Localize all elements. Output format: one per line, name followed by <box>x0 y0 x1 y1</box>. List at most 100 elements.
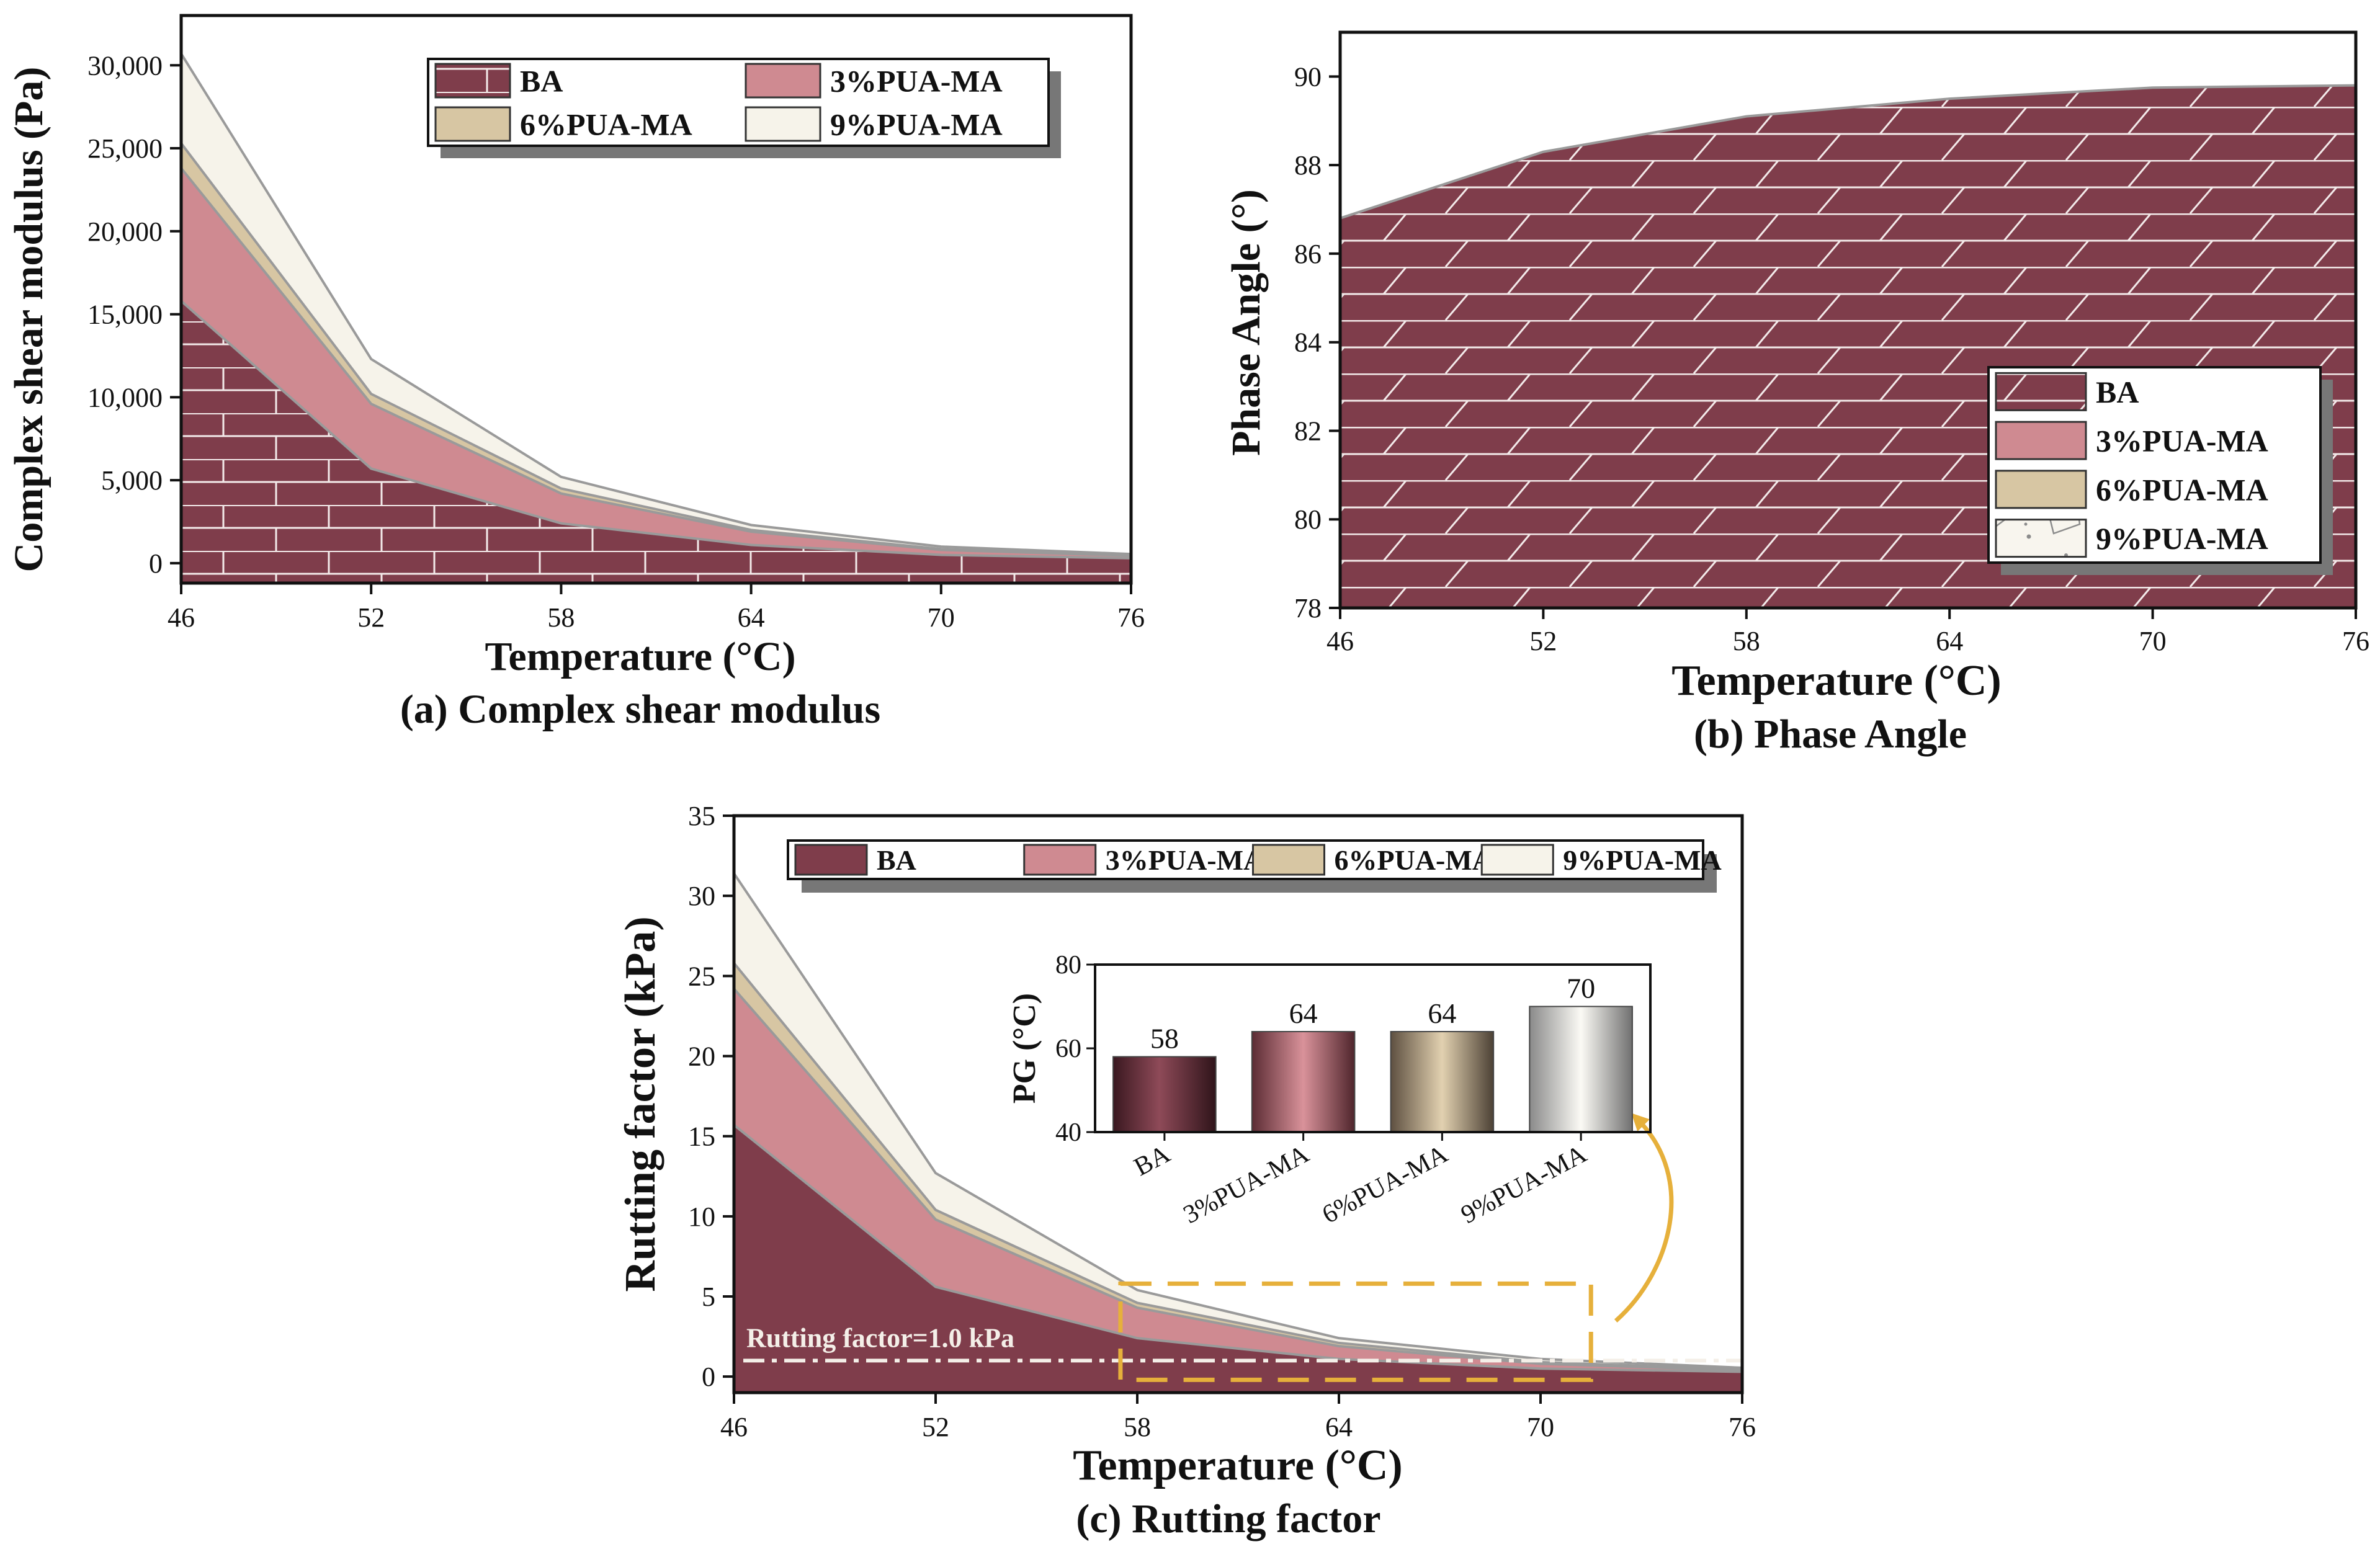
y-tick-label: 82 <box>1294 416 1322 446</box>
legend-label: 6%PUA-MA <box>520 107 692 142</box>
y-tick-label: 15,000 <box>87 300 163 330</box>
legend-label: 3%PUA-MA <box>830 64 1003 99</box>
legend-label: 9%PUA-MA <box>2096 521 2268 556</box>
legend-label: 6%PUA-MA <box>1335 844 1493 876</box>
legend-label: 6%PUA-MA <box>2096 472 2268 507</box>
pg-y-tick-label: 80 <box>1055 951 1081 979</box>
x-tick-label: 70 <box>928 602 955 633</box>
y-tick-label: 5,000 <box>101 465 163 496</box>
y-tick-label: 86 <box>1294 239 1322 269</box>
panel-a-plot-frame <box>179 14 1133 585</box>
pg-bar-pua9 <box>1529 1006 1633 1133</box>
y-tick-label: 30,000 <box>87 50 163 81</box>
legend-swatch-pua3 <box>1023 844 1097 876</box>
legend-swatch-ba <box>1995 372 2087 411</box>
legend-label: 9%PUA-MA <box>830 107 1003 142</box>
legend-label: BA <box>520 64 563 99</box>
pg-y-tick-label: 40 <box>1055 1118 1081 1147</box>
pg-bar-pua3 <box>1251 1031 1356 1133</box>
legend-label: BA <box>877 844 916 876</box>
legend-swatch-pua9 <box>745 106 821 142</box>
panel-c-caption: (c) Rutting factor <box>1076 1496 1380 1541</box>
y-tick-label: 78 <box>1294 593 1322 623</box>
panel-b: 46 52 58 64 70 76 78 80 82 84 86 88 90 Temperature (… <box>1224 30 2369 757</box>
panel-a-y-axis-label: Complex shear modulus (Pa) <box>6 67 51 573</box>
legend-swatch-pua9 <box>1995 519 2087 558</box>
highlight-arrow <box>1614 1113 1674 1323</box>
panel-a-legend: BA 3%PUA-MA 6%PUA-MA 9%PUA-MA <box>427 58 1061 158</box>
panel-b-plot-frame <box>1338 30 2358 610</box>
y-tick-label: 35 <box>688 801 715 831</box>
y-tick-label: 30 <box>688 881 715 911</box>
x-tick-label: 64 <box>1936 626 1963 656</box>
legend-swatch-pua3 <box>745 63 821 99</box>
y-tick-label: 84 <box>1294 328 1322 358</box>
pg-bar-value-label: 58 <box>1150 1023 1179 1055</box>
x-tick-label: 64 <box>738 602 765 633</box>
pg-category-label: 3%PUA-MA <box>1179 1140 1314 1229</box>
legend-swatch-ba <box>434 63 511 99</box>
y-tick-label: 25 <box>688 961 715 991</box>
legend-swatch-pua3 <box>1995 421 2087 460</box>
panel-b-legend: BA 3%PUA-MA 6%PUA-MA 9%PUA-MA <box>1987 366 2333 575</box>
y-tick-label: 20 <box>688 1042 715 1072</box>
pg-inset-chart: 58 64 64 70 BA 3%PUA-MA 6%PUA-MA 9%PUA-MA 40 60 8… <box>1007 951 1652 1229</box>
pg-bar-value-label: 70 <box>1567 973 1595 1004</box>
pg-inset-frame <box>1094 963 1652 1133</box>
panel-a-ticks: 46 52 58 64 70 76 0 5,000 10,000 15,000 20,000 25,0… <box>87 50 1145 633</box>
pg-y-tick-label: 60 <box>1055 1035 1081 1063</box>
legend-label: 3%PUA-MA <box>2096 424 2268 458</box>
y-tick-label: 80 <box>1294 504 1322 535</box>
x-tick-label: 58 <box>1124 1412 1151 1442</box>
y-tick-label: 5 <box>702 1282 715 1312</box>
panel-c-y-axis-label: Rutting factor (kPa) <box>617 916 664 1292</box>
legend-label: 3%PUA-MA <box>1106 844 1264 876</box>
highlight-box <box>1118 1281 1593 1382</box>
panel-b-caption: (b) Phase Angle <box>1694 712 1967 757</box>
x-tick-label: 52 <box>1529 626 1557 656</box>
legend-swatch-pua9 <box>1480 844 1554 876</box>
panel-c-plot-frame <box>732 814 1744 1394</box>
panel-b-ticks: 46 52 58 64 70 76 78 80 82 84 86 88 90 <box>1294 61 2369 656</box>
y-tick-label: 88 <box>1294 150 1322 181</box>
panel-a: 46 52 58 64 70 76 0 5,000 10,000 15,000 20,000 25,0… <box>6 14 1145 732</box>
x-tick-label: 58 <box>547 602 575 633</box>
pg-category-label: 6%PUA-MA <box>1318 1140 1453 1229</box>
panel-c: 46 52 58 64 70 76 0 5 10 15 20 25 30 35 Rutting facto… <box>617 801 1756 1541</box>
panel-c-legend: BA 3%PUA-MA 6%PUA-MA 9%PUA-MA <box>787 839 1722 893</box>
legend-label: BA <box>2096 375 2139 409</box>
y-tick-label: 20,000 <box>87 216 163 247</box>
x-tick-label: 76 <box>2342 626 2369 656</box>
x-tick-label: 58 <box>1733 626 1760 656</box>
legend-swatch-pua6 <box>434 106 511 142</box>
y-tick-label: 25,000 <box>87 133 163 164</box>
pg-inset-y-axis-label: PG (°C) <box>1007 993 1042 1104</box>
panel-b-x-axis-label: Temperature (°C) <box>1671 657 2002 705</box>
x-tick-label: 52 <box>922 1412 949 1442</box>
legend-swatch-pua6 <box>1995 470 2087 509</box>
y-tick-label: 0 <box>149 548 163 579</box>
x-tick-label: 46 <box>720 1412 748 1442</box>
pg-bar-value-label: 64 <box>1289 997 1318 1029</box>
x-tick-label: 76 <box>1729 1412 1756 1442</box>
legend-swatch-ba <box>794 844 868 876</box>
panel-b-y-axis-label: Phase Angle (°) <box>1224 189 1269 456</box>
panel-c-x-axis-label: Temperature (°C) <box>1073 1442 1403 1489</box>
x-tick-label: 52 <box>357 602 385 633</box>
pg-bar-value-label: 64 <box>1428 997 1456 1029</box>
rutting-threshold-annotation: Rutting factor=1.0 kPa <box>746 1323 1014 1353</box>
y-tick-label: 0 <box>702 1362 715 1392</box>
pg-inset-bars: 58 64 64 70 <box>1112 973 1633 1133</box>
pg-category-label: BA <box>1129 1140 1175 1182</box>
x-tick-label: 70 <box>1527 1412 1554 1442</box>
legend-box <box>427 58 1050 147</box>
x-tick-label: 46 <box>168 602 195 633</box>
y-tick-label: 15 <box>688 1122 715 1152</box>
panel-a-x-axis-label: Temperature (°C) <box>485 634 795 679</box>
panel-a-caption: (a) Complex shear modulus <box>400 687 880 732</box>
pg-bar-pua6 <box>1390 1031 1495 1133</box>
pg-category-label: 9%PUA-MA <box>1456 1140 1591 1229</box>
x-tick-label: 76 <box>1117 602 1145 633</box>
panel-c-ticks: 46 52 58 64 70 76 0 5 10 15 20 25 30 35 <box>688 801 1756 1442</box>
